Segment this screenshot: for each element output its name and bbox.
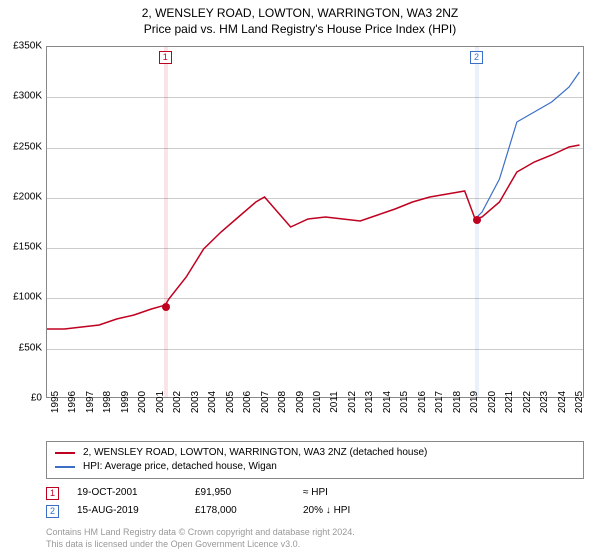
y-axis-label: £50K xyxy=(2,342,42,353)
y-axis-label: £350K xyxy=(2,41,42,52)
legend-label: 2, WENSLEY ROAD, LOWTON, WARRINGTON, WA3… xyxy=(83,446,427,460)
footer-attribution: Contains HM Land Registry data © Crown c… xyxy=(46,526,355,550)
transaction-marker: 2 xyxy=(470,51,483,64)
legend-swatch xyxy=(55,452,75,454)
transaction-diff: ≈ HPI xyxy=(303,484,393,502)
legend-swatch xyxy=(55,466,75,468)
transaction-date: 19-OCT-2001 xyxy=(77,484,177,502)
series-line xyxy=(47,145,580,329)
chart-lines xyxy=(47,47,583,397)
chart-title: 2, WENSLEY ROAD, LOWTON, WARRINGTON, WA3… xyxy=(0,6,600,20)
transaction-marker: 1 xyxy=(159,51,172,64)
series-line xyxy=(475,72,579,219)
transactions-table: 1 19-OCT-2001 £91,950 ≈ HPI 2 15-AUG-2019 £178… xyxy=(46,484,584,520)
y-axis-label: £250K xyxy=(2,141,42,152)
transaction-row: 2 15-AUG-2019 £178,000 20% ↓ HPI xyxy=(46,502,584,520)
y-axis-label: £150K xyxy=(2,242,42,253)
transaction-diff: 20% ↓ HPI xyxy=(303,502,393,520)
transaction-price: £178,000 xyxy=(195,502,285,520)
transaction-dot xyxy=(162,303,170,311)
footer-line: This data is licensed under the Open Gov… xyxy=(46,538,355,550)
legend-box: 2, WENSLEY ROAD, LOWTON, WARRINGTON, WA3… xyxy=(46,441,584,479)
transaction-row: 1 19-OCT-2001 £91,950 ≈ HPI xyxy=(46,484,584,502)
y-axis-label: £100K xyxy=(2,292,42,303)
y-axis-label: £200K xyxy=(2,191,42,202)
y-axis-label: £0 xyxy=(2,393,42,404)
transaction-date: 15-AUG-2019 xyxy=(77,502,177,520)
chart-plot-area: 12 xyxy=(46,46,584,398)
transaction-dot xyxy=(473,216,481,224)
chart-subtitle: Price paid vs. HM Land Registry's House … xyxy=(0,22,600,36)
legend-item-price-paid: 2, WENSLEY ROAD, LOWTON, WARRINGTON, WA3… xyxy=(55,446,575,460)
legend-label: HPI: Average price, detached house, Wiga… xyxy=(83,460,277,474)
footer-line: Contains HM Land Registry data © Crown c… xyxy=(46,526,355,538)
legend-item-hpi: HPI: Average price, detached house, Wiga… xyxy=(55,460,575,474)
transaction-row-marker: 1 xyxy=(46,487,59,500)
transaction-price: £91,950 xyxy=(195,484,285,502)
transaction-row-marker: 2 xyxy=(46,505,59,518)
y-axis-label: £300K xyxy=(2,91,42,102)
